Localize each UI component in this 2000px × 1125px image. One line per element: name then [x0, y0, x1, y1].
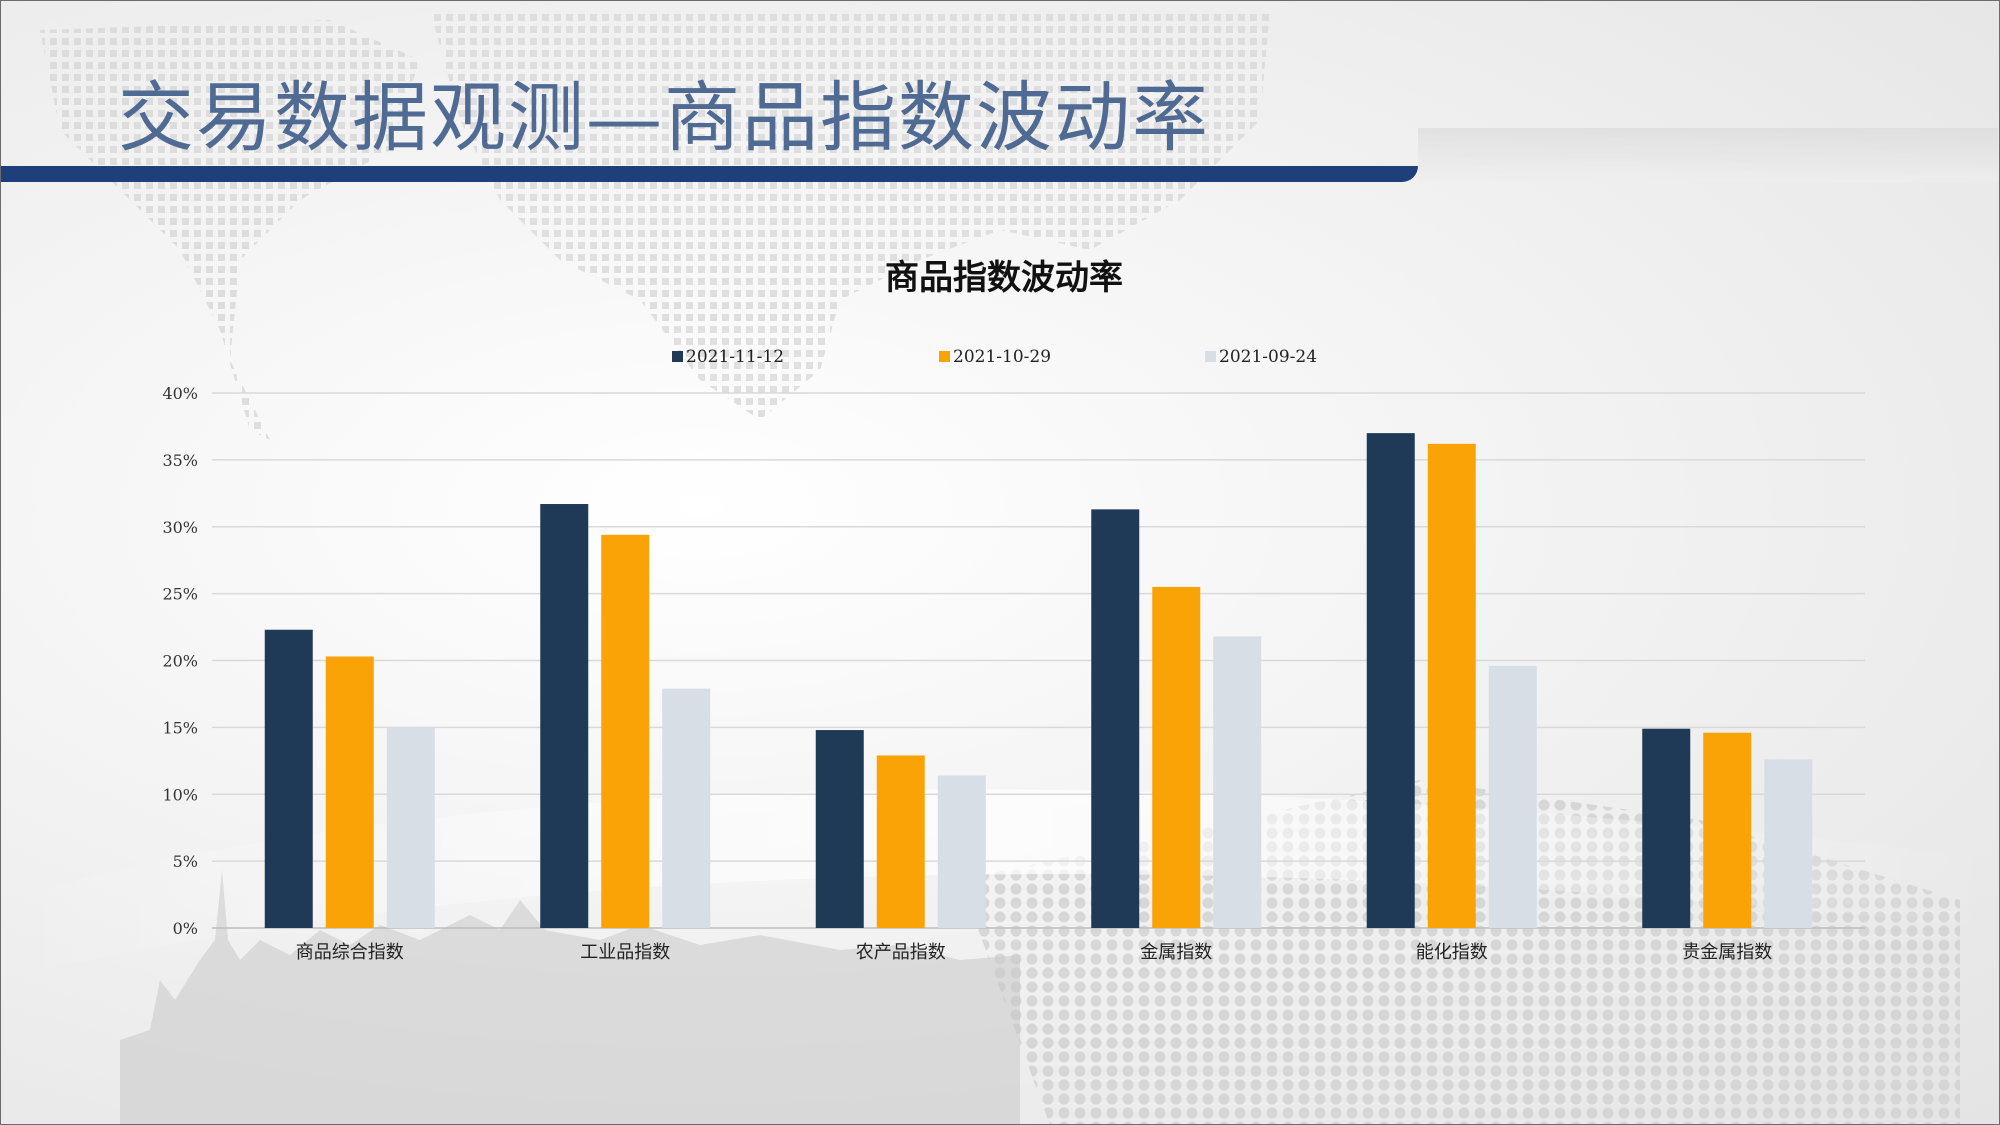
title-shadow-band	[1418, 128, 1998, 182]
x-category-label: 贵金属指数	[1682, 942, 1772, 963]
bar	[325, 656, 374, 928]
title-underline-bar	[0, 166, 1418, 182]
bar	[540, 504, 589, 928]
y-tick-label: 15%	[162, 718, 198, 737]
legend-item: 2021-11-12	[672, 347, 784, 367]
y-tick-label: 35%	[162, 451, 198, 470]
y-tick-label: 20%	[162, 652, 198, 671]
bar	[1642, 728, 1691, 928]
y-tick-label: 40%	[162, 384, 198, 403]
bars	[264, 433, 1813, 928]
bar	[1152, 586, 1201, 928]
legend-item: 2021-09-24	[1205, 347, 1317, 367]
bar	[1091, 509, 1140, 928]
y-tick-label: 0%	[173, 919, 198, 938]
x-category-label: 能化指数	[1416, 942, 1488, 963]
legend-swatch	[939, 351, 950, 362]
legend-swatch	[672, 351, 683, 362]
bar	[1427, 443, 1476, 928]
legend-swatch	[1205, 351, 1216, 362]
legend-label: 2021-11-12	[686, 347, 784, 367]
bar	[662, 688, 711, 928]
bar	[1703, 732, 1752, 928]
bar	[876, 755, 925, 928]
bar	[1366, 433, 1415, 928]
y-tick-label: 25%	[162, 585, 198, 604]
bar	[601, 534, 650, 928]
y-tick-label: 10%	[162, 785, 198, 804]
x-category-label: 金属指数	[1140, 942, 1212, 963]
bar	[386, 727, 435, 928]
legend: 2021-11-12 2021-10-29 2021-09-24	[672, 347, 1317, 367]
bar	[1488, 665, 1537, 928]
y-axis-ticks: 0% 5% 10% 15% 20% 25% 30% 35% 40%	[162, 384, 198, 938]
x-category-label: 工业品指数	[580, 942, 670, 963]
legend-label: 2021-09-24	[1219, 347, 1317, 367]
y-tick-label: 5%	[173, 852, 198, 871]
x-category-label: 商品综合指数	[296, 942, 404, 963]
bar	[815, 730, 864, 928]
legend-label: 2021-10-29	[953, 347, 1051, 367]
legend-item: 2021-10-29	[939, 347, 1051, 367]
gridlines	[212, 392, 1865, 929]
bar	[1764, 759, 1813, 928]
x-axis-categories: 商品综合指数 工业品指数 农产品指数 金属指数 能化指数 贵金属指数	[296, 942, 1773, 963]
y-tick-label: 30%	[162, 518, 198, 537]
slide-title: 交易数据观测—商品指数波动率	[118, 73, 1210, 162]
chart-title: 商品指数波动率	[885, 258, 1123, 298]
bar	[264, 629, 313, 928]
bar	[1213, 636, 1262, 928]
x-category-label: 农产品指数	[856, 942, 946, 963]
bar	[937, 775, 986, 928]
